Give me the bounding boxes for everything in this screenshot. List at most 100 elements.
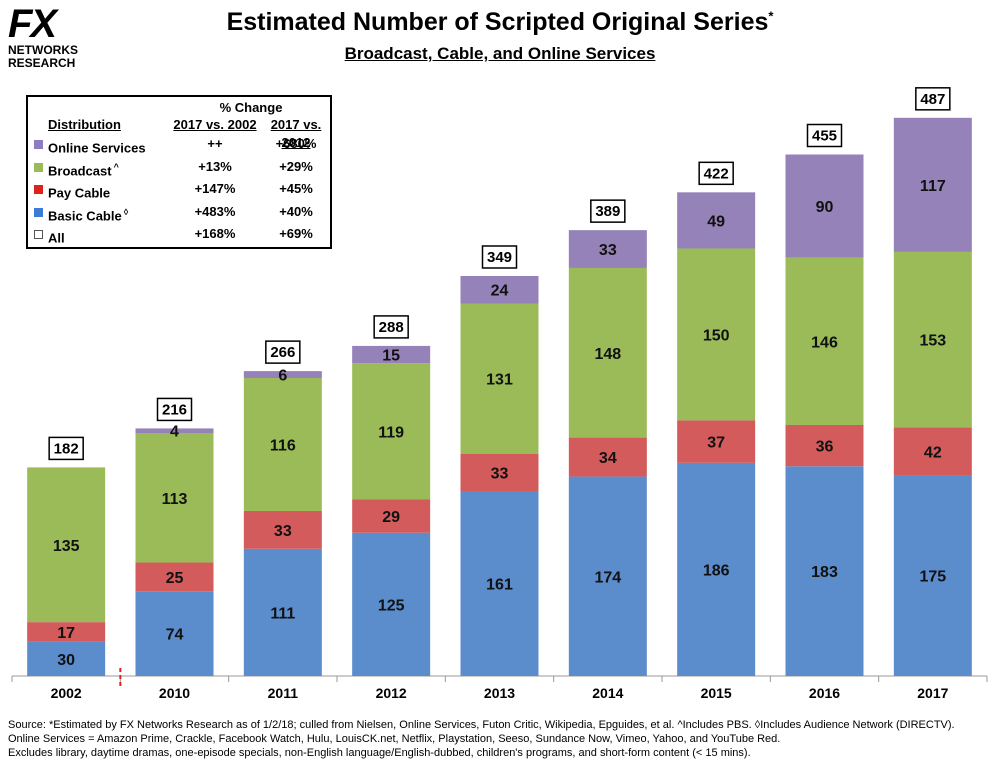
data-label: 30 xyxy=(57,652,75,669)
x-tick-label: 2013 xyxy=(484,685,515,701)
total-box xyxy=(915,87,951,111)
x-tick-label: 2016 xyxy=(809,685,840,701)
legend-row: All +168% +69% xyxy=(28,225,332,245)
data-label: 161 xyxy=(486,577,513,594)
legend-swatch xyxy=(34,207,43,217)
legend-swatch xyxy=(34,230,43,239)
x-tick-label: 2017 xyxy=(917,685,948,701)
data-label: 49 xyxy=(707,213,725,230)
bar-segment-online-services xyxy=(568,230,647,268)
bar-segment-broadcast xyxy=(460,303,539,454)
page-title: Estimated Number of Scripted Original Se… xyxy=(0,8,1000,37)
title-text: Estimated Number of Scripted Original Se… xyxy=(226,8,769,36)
logo-research: RESEARCH xyxy=(8,56,76,70)
data-label: 37 xyxy=(707,435,725,452)
data-label: 148 xyxy=(594,346,621,363)
data-label: 183 xyxy=(811,564,838,581)
total-box xyxy=(265,340,301,364)
data-label: 25 xyxy=(166,570,184,587)
total-label: 487 xyxy=(920,91,945,108)
bar-segment-online-services xyxy=(352,345,431,364)
data-label: 119 xyxy=(378,424,404,441)
footnote-line-2: Online Services = Amazon Prime, Crackle,… xyxy=(8,733,781,745)
legend-change-2002: +147% xyxy=(194,181,236,196)
legend-col-2017-vs-2012: 2017 vs. 2012 xyxy=(270,117,322,150)
bar-segment-basic-cable xyxy=(893,475,972,676)
bar-segment-broadcast xyxy=(568,267,647,438)
footnote-line-1: Source: *Estimated by FX Networks Resear… xyxy=(8,719,955,731)
total-label: 455 xyxy=(812,128,837,145)
bar-segment-broadcast xyxy=(243,378,322,511)
data-label: 135 xyxy=(53,538,80,555)
data-label: 175 xyxy=(919,569,946,586)
data-label: 15 xyxy=(382,348,400,365)
data-label: 42 xyxy=(924,444,942,461)
data-label: 17 xyxy=(57,625,75,642)
legend-label: All xyxy=(48,225,67,247)
bar-segment-online-services xyxy=(677,192,756,249)
legend-row: Online Services ++ +680% xyxy=(28,135,332,156)
bar-segment-pay-cable xyxy=(893,427,972,476)
total-box xyxy=(48,436,84,461)
bar-segment-pay-cable xyxy=(135,562,214,592)
data-label: 33 xyxy=(599,242,617,259)
legend-label: Broadcast ^ xyxy=(48,158,119,180)
data-label: 131 xyxy=(486,372,513,389)
data-label: 29 xyxy=(382,509,400,526)
bar-segment-basic-cable xyxy=(352,532,431,676)
data-label: 125 xyxy=(378,597,405,614)
legend-label-text: Pay Cable xyxy=(48,185,111,201)
total-label: 216 xyxy=(162,401,187,418)
legend-swatch xyxy=(34,140,43,149)
bar-segment-online-services xyxy=(893,117,972,252)
data-label: 90 xyxy=(816,199,834,216)
data-label: 186 xyxy=(703,562,730,579)
data-label: 117 xyxy=(920,178,946,195)
x-tick-label: 2011 xyxy=(268,685,299,701)
bar-segment-pay-cable xyxy=(352,499,431,533)
logo-networks: NETWORKS xyxy=(8,43,78,57)
bar-segment-broadcast xyxy=(893,251,972,428)
x-tick-label: 2010 xyxy=(159,685,190,701)
bar-segment-basic-cable xyxy=(135,591,214,676)
bar-segment-basic-cable xyxy=(568,476,647,676)
legend-change-2012: +69% xyxy=(279,226,313,241)
legend-label-text: Online Services xyxy=(48,140,146,156)
bar-segment-pay-cable xyxy=(460,453,539,492)
logo-fx: FX xyxy=(8,2,57,46)
bar-segment-basic-cable xyxy=(785,466,864,676)
legend-label: Pay Cable xyxy=(48,180,112,202)
bar-segment-pay-cable xyxy=(677,420,756,463)
legend-row: Basic Cable ◊ +483% +40% xyxy=(28,203,332,223)
data-label: 153 xyxy=(919,333,946,350)
data-label: 174 xyxy=(594,569,621,586)
bar-segment-basic-cable xyxy=(27,641,106,676)
bar-segment-pay-cable xyxy=(568,437,647,477)
total-box xyxy=(373,315,409,339)
page-subtitle: Broadcast, Cable, and Online Services xyxy=(344,44,656,63)
legend-label-text: Broadcast xyxy=(48,162,112,178)
bar-segment-online-services xyxy=(460,275,539,304)
x-tick-label: 2014 xyxy=(592,685,623,701)
footnote-line-3: Excludes library, daytime dramas, one-ep… xyxy=(8,747,751,759)
bar-segment-basic-cable xyxy=(460,491,539,676)
legend-label-text: Basic Cable xyxy=(48,207,122,223)
total-box xyxy=(806,123,843,148)
bar-segment-online-services xyxy=(135,428,214,434)
data-label: 33 xyxy=(491,466,509,483)
bar-segment-broadcast xyxy=(352,363,431,500)
bar-segment-online-services xyxy=(243,371,322,378)
bar-segment-broadcast xyxy=(785,257,864,425)
legend-label-text: All xyxy=(48,230,65,246)
data-label: 74 xyxy=(166,627,184,644)
legend-change-2002: +13% xyxy=(198,158,232,174)
data-label: 4 xyxy=(170,424,179,441)
total-label: 349 xyxy=(487,249,512,266)
data-label: 34 xyxy=(599,450,617,467)
total-label: 389 xyxy=(595,203,620,220)
legend-change-2002: ++ xyxy=(207,136,223,151)
legend-table: % Change Distribution 2017 vs. 2002 2017… xyxy=(26,95,332,249)
legend-row: Broadcast ^ +13% +29% xyxy=(28,158,332,178)
legend-label-mark: ◊ xyxy=(123,206,129,217)
